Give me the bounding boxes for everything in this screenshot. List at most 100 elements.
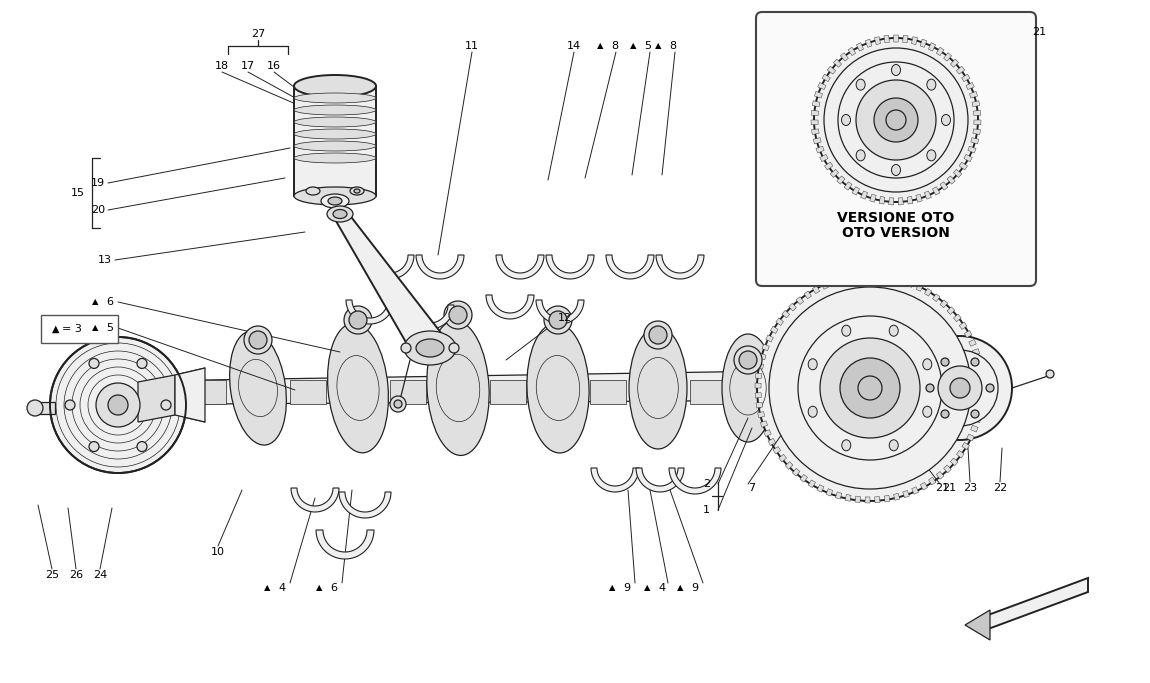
Polygon shape	[812, 129, 819, 135]
Ellipse shape	[294, 93, 376, 103]
Ellipse shape	[321, 194, 348, 208]
Circle shape	[886, 110, 906, 130]
Polygon shape	[948, 307, 954, 314]
Ellipse shape	[842, 440, 851, 451]
Polygon shape	[971, 138, 979, 144]
Polygon shape	[813, 286, 820, 294]
Text: ▲: ▲	[92, 324, 98, 333]
Text: 8: 8	[669, 41, 676, 51]
Polygon shape	[880, 273, 886, 280]
Text: 4: 4	[658, 583, 665, 593]
Text: 21: 21	[1032, 27, 1046, 37]
Ellipse shape	[927, 150, 936, 161]
Polygon shape	[776, 318, 783, 326]
Text: 27: 27	[251, 29, 266, 39]
Polygon shape	[975, 359, 982, 365]
Text: 2: 2	[703, 479, 710, 489]
Polygon shape	[860, 273, 865, 279]
Text: ▲: ▲	[92, 298, 98, 307]
Polygon shape	[925, 191, 932, 199]
Polygon shape	[967, 434, 974, 441]
Circle shape	[986, 384, 994, 392]
Polygon shape	[917, 283, 923, 292]
Polygon shape	[936, 471, 944, 479]
Ellipse shape	[404, 331, 457, 365]
Text: 22: 22	[992, 483, 1007, 493]
Polygon shape	[175, 368, 205, 422]
Polygon shape	[940, 300, 948, 307]
Circle shape	[739, 351, 757, 369]
Polygon shape	[591, 468, 639, 492]
Polygon shape	[978, 398, 984, 403]
Polygon shape	[782, 380, 818, 404]
Polygon shape	[974, 416, 981, 423]
Text: 5: 5	[644, 41, 651, 51]
Polygon shape	[966, 83, 974, 89]
Text: 7: 7	[748, 483, 756, 493]
Polygon shape	[416, 255, 463, 279]
Polygon shape	[390, 380, 426, 404]
Polygon shape	[974, 120, 981, 125]
Polygon shape	[948, 176, 956, 184]
Ellipse shape	[328, 197, 342, 205]
Polygon shape	[205, 370, 840, 404]
Polygon shape	[928, 477, 936, 485]
Ellipse shape	[230, 331, 286, 445]
Circle shape	[89, 359, 99, 368]
Ellipse shape	[334, 210, 347, 219]
Polygon shape	[936, 47, 944, 55]
Circle shape	[757, 275, 983, 501]
Polygon shape	[871, 273, 875, 279]
Text: 19: 19	[91, 178, 105, 188]
Polygon shape	[844, 182, 852, 190]
Polygon shape	[820, 154, 828, 162]
Polygon shape	[814, 92, 822, 98]
Polygon shape	[825, 162, 833, 170]
Polygon shape	[852, 186, 859, 195]
Polygon shape	[756, 383, 761, 388]
Polygon shape	[822, 74, 830, 82]
Polygon shape	[190, 380, 227, 404]
Polygon shape	[965, 610, 990, 640]
Polygon shape	[889, 197, 894, 205]
Text: 17: 17	[242, 61, 255, 71]
Polygon shape	[808, 480, 815, 488]
Circle shape	[161, 400, 171, 410]
Polygon shape	[903, 36, 908, 43]
Ellipse shape	[922, 359, 932, 370]
Polygon shape	[865, 39, 872, 47]
Polygon shape	[34, 402, 55, 414]
Ellipse shape	[354, 189, 360, 193]
Polygon shape	[768, 438, 775, 445]
Text: ▲: ▲	[263, 583, 270, 592]
Polygon shape	[928, 42, 936, 51]
Polygon shape	[898, 277, 905, 284]
Text: ▲: ▲	[52, 324, 60, 334]
Circle shape	[649, 326, 667, 344]
Polygon shape	[973, 348, 980, 355]
Text: ▲: ▲	[644, 583, 650, 592]
Polygon shape	[912, 487, 919, 494]
Ellipse shape	[327, 206, 353, 222]
Text: 14: 14	[567, 41, 581, 51]
Polygon shape	[826, 489, 833, 496]
Circle shape	[1046, 370, 1055, 378]
Polygon shape	[884, 36, 889, 43]
Circle shape	[734, 346, 762, 374]
Circle shape	[941, 358, 949, 366]
Text: 5: 5	[106, 323, 113, 333]
Text: ▲: ▲	[608, 583, 615, 592]
Polygon shape	[959, 322, 967, 329]
Polygon shape	[940, 182, 948, 190]
Polygon shape	[656, 255, 704, 279]
Polygon shape	[835, 492, 842, 499]
Polygon shape	[546, 255, 595, 279]
Circle shape	[971, 410, 979, 418]
Polygon shape	[976, 407, 983, 413]
Polygon shape	[953, 169, 961, 178]
Polygon shape	[785, 462, 793, 469]
Polygon shape	[291, 488, 339, 512]
Polygon shape	[813, 138, 821, 144]
Ellipse shape	[856, 79, 865, 90]
Circle shape	[448, 343, 459, 353]
